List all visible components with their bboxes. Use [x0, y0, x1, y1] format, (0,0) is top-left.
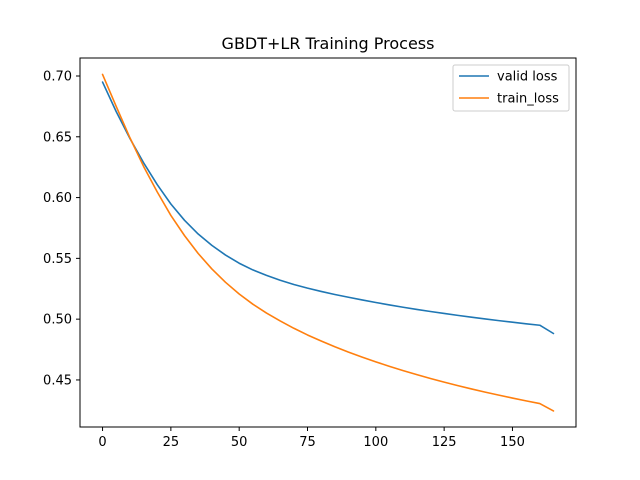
x-tick-label: 100	[363, 435, 388, 450]
x-axis: 0 25 50 75 100 125 150	[98, 427, 525, 450]
series-line-valid-loss	[101, 81, 555, 335]
y-tick-label: 0.60	[43, 191, 72, 206]
series-line-train-loss	[101, 73, 555, 412]
y-tick-label: 0.65	[43, 130, 72, 145]
x-tick-label: 25	[163, 435, 180, 450]
x-tick-label: 150	[500, 435, 525, 450]
x-tick-label: 0	[98, 435, 106, 450]
legend-label-train-loss: train_loss	[497, 92, 559, 107]
y-tick-label: 0.45	[43, 373, 72, 388]
x-tick-label: 75	[299, 435, 316, 450]
series-layer	[101, 73, 555, 412]
legend-label-valid-loss: valid loss	[497, 70, 558, 85]
x-tick-label: 125	[432, 435, 457, 450]
y-tick-label: 0.70	[43, 69, 72, 84]
chart-title: GBDT+LR Training Process	[222, 34, 435, 53]
y-axis: 0.45 0.50 0.55 0.60 0.65 0.70	[43, 69, 80, 388]
y-tick-label: 0.55	[43, 252, 72, 267]
legend: valid loss train_loss	[452, 64, 570, 112]
plot-frame	[79, 57, 577, 428]
x-tick-label: 50	[231, 435, 248, 450]
y-tick-label: 0.50	[43, 313, 72, 328]
